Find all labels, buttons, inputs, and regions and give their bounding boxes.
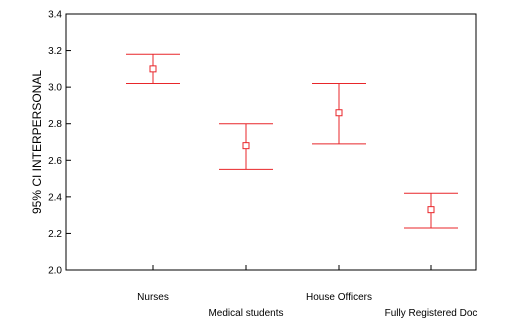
plot-frame (65, 13, 477, 271)
y-tick-label: 2.0 (48, 266, 62, 277)
y-tick-label: 2.8 (48, 119, 62, 130)
x-tick-label: Nurses (137, 292, 169, 303)
y-tick-label: 3.2 (48, 46, 62, 57)
y-tick-label: 2.6 (48, 156, 62, 167)
y-axis-title: 95% CI INTERPERSONAL (30, 70, 44, 214)
mean-marker (335, 109, 343, 117)
mean-marker (242, 142, 250, 150)
x-tick-label: Fully Registered Doc (385, 308, 478, 319)
y-tick-label: 3.4 (48, 10, 62, 21)
y-tick-label: 2.2 (48, 229, 62, 240)
x-tick-label: House Officers (306, 292, 372, 303)
x-tick-label: Medical students (208, 308, 283, 319)
y-tick-label: 3.0 (48, 83, 62, 94)
mean-marker (149, 65, 157, 73)
y-tick-label: 2.4 (48, 192, 62, 203)
mean-marker (427, 206, 435, 214)
